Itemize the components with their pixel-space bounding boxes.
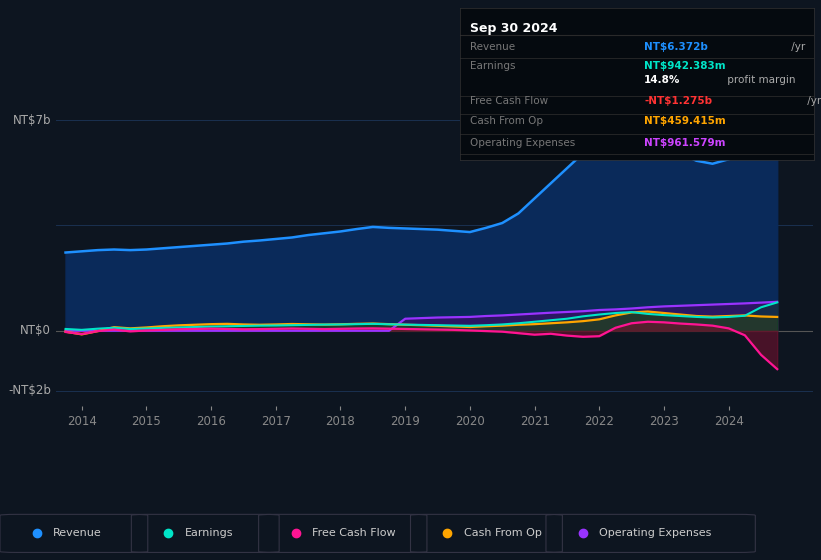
Text: Sep 30 2024: Sep 30 2024 bbox=[470, 21, 558, 35]
Text: -NT$1.275b: -NT$1.275b bbox=[644, 96, 713, 106]
Text: Operating Expenses: Operating Expenses bbox=[470, 138, 576, 148]
Text: Cash From Op: Cash From Op bbox=[470, 116, 544, 127]
Text: /yr: /yr bbox=[804, 96, 821, 106]
Text: Revenue: Revenue bbox=[470, 41, 516, 52]
Text: NT$961.579m: NT$961.579m bbox=[644, 138, 726, 148]
Text: NT$459.415m: NT$459.415m bbox=[644, 116, 726, 127]
Text: NT$942.383m: NT$942.383m bbox=[644, 62, 726, 72]
Text: Earnings: Earnings bbox=[185, 529, 233, 538]
Text: /yr: /yr bbox=[788, 41, 805, 52]
Text: Earnings: Earnings bbox=[470, 62, 516, 72]
Text: NT$0: NT$0 bbox=[20, 324, 51, 337]
Text: Free Cash Flow: Free Cash Flow bbox=[470, 96, 548, 106]
Text: Revenue: Revenue bbox=[53, 529, 102, 538]
Text: 14.8%: 14.8% bbox=[644, 75, 681, 85]
Text: NT$7b: NT$7b bbox=[12, 114, 51, 127]
Text: /yr: /yr bbox=[819, 138, 821, 148]
Text: profit margin: profit margin bbox=[724, 75, 796, 85]
Text: -NT$2b: -NT$2b bbox=[8, 385, 51, 398]
Text: /yr: /yr bbox=[819, 62, 821, 72]
Text: Cash From Op: Cash From Op bbox=[464, 529, 542, 538]
Text: Operating Expenses: Operating Expenses bbox=[599, 529, 712, 538]
Text: Free Cash Flow: Free Cash Flow bbox=[312, 529, 396, 538]
Text: /yr: /yr bbox=[819, 116, 821, 127]
Text: NT$6.372b: NT$6.372b bbox=[644, 41, 708, 52]
